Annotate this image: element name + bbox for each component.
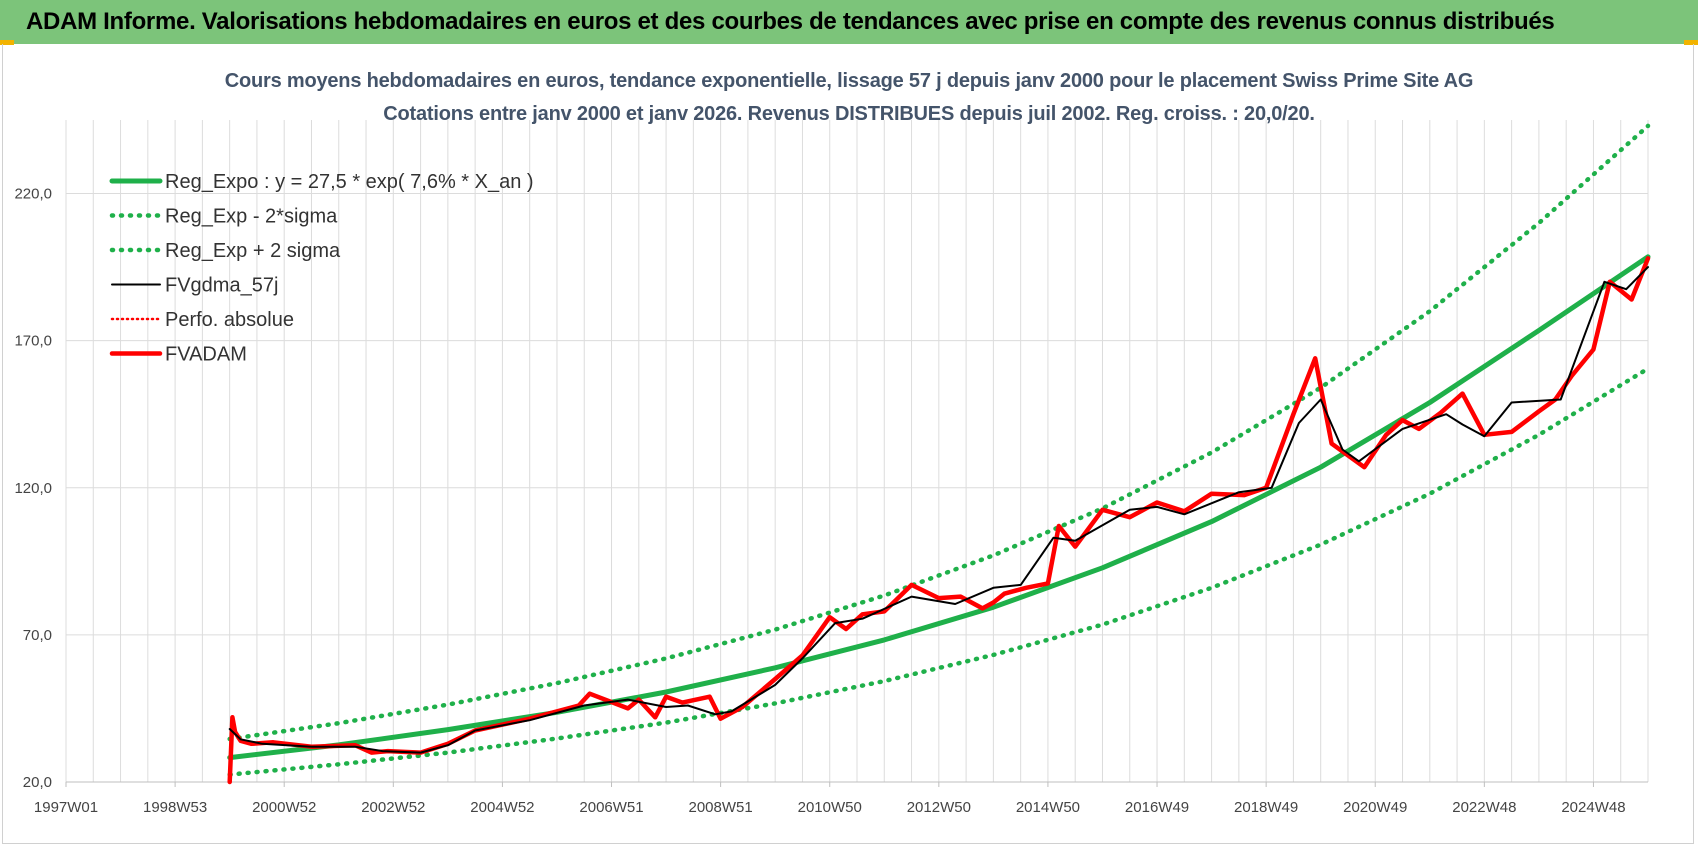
header-banner: ADAM Informe. Valorisations hebdomadaire… bbox=[0, 0, 1698, 44]
legend-label: FVgdma_57j bbox=[165, 275, 278, 297]
x-tick-label: 2000W52 bbox=[252, 799, 316, 816]
report-title: ADAM Informe. Valorisations hebdomadaire… bbox=[26, 8, 1555, 35]
x-tick-label: 1997W01 bbox=[34, 799, 98, 816]
legend-label: Reg_Expo : y = 27,5 * exp( 7,6% * X_an ) bbox=[165, 171, 534, 193]
legend: Reg_Expo : y = 27,5 * exp( 7,6% * X_an )… bbox=[109, 171, 534, 366]
x-tick-label: 2020W49 bbox=[1343, 799, 1407, 816]
axes: 20,0 70,0 120,0 170,0 220,0 1997W01 1998W53 200… bbox=[14, 186, 1648, 816]
x-tick-label: 2004W52 bbox=[470, 799, 534, 816]
series-line bbox=[227, 256, 1651, 785]
y-tick-label: 120,0 bbox=[14, 480, 52, 497]
plot-area bbox=[227, 123, 1651, 785]
x-tick-label: 2018W49 bbox=[1234, 799, 1298, 816]
chart-subtitle: Cotations entre janv 2000 et janv 2026. … bbox=[383, 103, 1315, 125]
x-tick-label: 2016W49 bbox=[1125, 799, 1189, 816]
x-tick-label: 2024W48 bbox=[1561, 799, 1625, 816]
x-tick-label: 2006W51 bbox=[579, 799, 643, 816]
chart-title: Cours moyens hebdomadaires en euros, ten… bbox=[224, 70, 1474, 92]
series-line bbox=[227, 366, 1651, 777]
chart-frame bbox=[2, 44, 1694, 844]
x-tick-label: 2012W50 bbox=[907, 799, 971, 816]
series-line bbox=[228, 266, 1649, 754]
y-tick-label: 70,0 bbox=[23, 627, 52, 644]
y-tick-label: 220,0 bbox=[14, 186, 52, 203]
series-line bbox=[227, 254, 1651, 761]
legend-label: Perfo. absolue bbox=[165, 309, 294, 331]
x-tick-label: 2022W48 bbox=[1452, 799, 1516, 816]
x-tick-label: 2008W51 bbox=[689, 799, 753, 816]
y-tick-label: 170,0 bbox=[14, 333, 52, 350]
x-tick-label: 2002W52 bbox=[361, 799, 425, 816]
legend-label: Reg_Exp + 2 sigma bbox=[165, 240, 341, 262]
x-tick-label: 1998W53 bbox=[143, 799, 207, 816]
x-tick-label: 2014W50 bbox=[1016, 799, 1080, 816]
y-tick-label: 20,0 bbox=[23, 774, 52, 791]
corner-marker bbox=[1684, 40, 1698, 45]
legend-label: FVADAM bbox=[165, 344, 247, 366]
legend-label: Reg_Exp - 2*sigma bbox=[165, 206, 338, 228]
corner-marker bbox=[0, 40, 14, 45]
series-line bbox=[227, 123, 1651, 742]
x-tick-label: 2010W50 bbox=[798, 799, 862, 816]
